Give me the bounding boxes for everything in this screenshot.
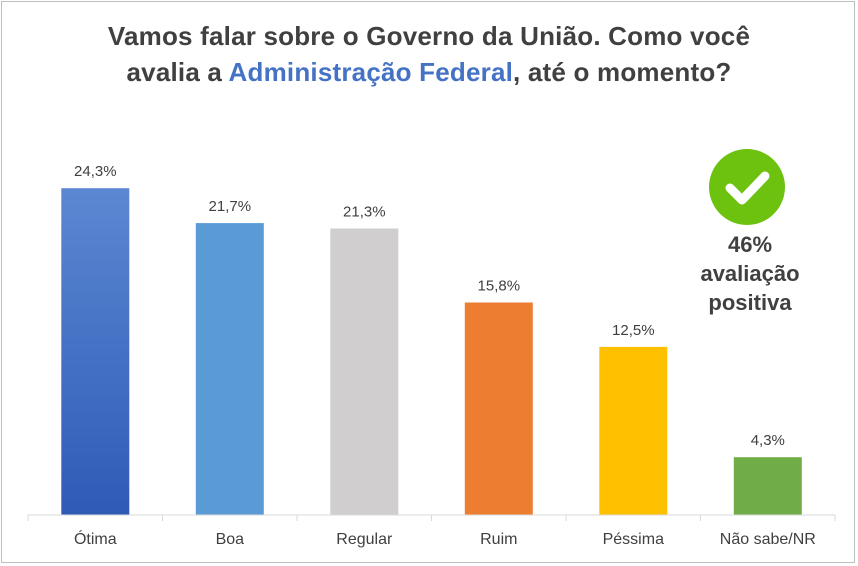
check-icon [725,171,770,205]
category-label-nao-sabe-nr: Não sabe/NR [720,531,816,548]
category-label-boa: Boa [216,531,245,548]
bar-pessima [599,346,668,515]
value-label-boa: 21,7% [209,198,252,215]
callout-line-2: positiva [708,290,792,315]
value-label-nao-sabe-nr: 4,3% [751,432,785,449]
x-axis-ticks-group [27,515,836,521]
category-labels-group: Ótima Boa Regular Ruim Péssima Não sabe/NR [74,529,816,548]
category-label-ruim: Ruim [480,531,517,548]
title-line-1: Vamos falar sobre o Governo da União. Co… [107,21,751,51]
callout-line-1: avaliação [700,261,800,286]
bar-nao-sabe-nr [733,457,802,515]
value-label-pessima: 12,5% [612,322,655,339]
category-label-otima: Ótima [74,529,117,548]
chart-title: Vamos falar sobre o Governo da União. Co… [0,18,858,90]
bar-regular [330,228,399,515]
bar-boa [195,223,264,515]
title-accent: Administração Federal [228,57,514,87]
positive-badge [709,149,785,225]
positive-callout: 46% avaliação positiva [690,230,810,317]
title-line-2-start: avalia a [126,57,229,87]
callout-value: 46% [727,232,773,257]
value-label-ruim: 15,8% [478,278,521,295]
value-labels-group: 24,3% 21,7% 21,3% 15,8% 12,5% 4,3% [74,163,785,449]
title-line-2: avalia a Administração Federal, até o mo… [0,54,858,90]
title-line-2-end: , até o momento? [513,57,732,87]
bar-otima [61,188,130,515]
category-label-regular: Regular [336,531,393,548]
category-label-pessima: Péssima [603,531,664,548]
value-label-regular: 21,3% [343,204,386,221]
value-label-otima: 24,3% [74,163,117,180]
bars-group [61,188,802,515]
bar-ruim [464,302,533,515]
